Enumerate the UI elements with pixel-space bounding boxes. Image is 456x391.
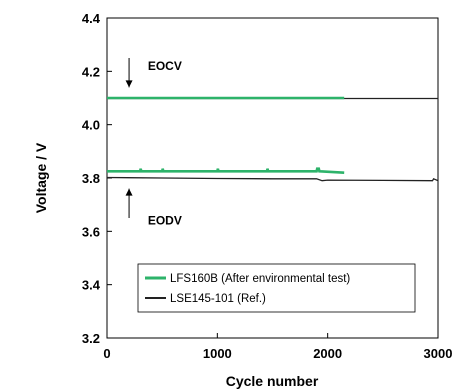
x-tick-label: 1000 xyxy=(203,346,232,361)
y-axis-title: Voltage / V xyxy=(33,142,49,213)
annotation-eocv: EOCV xyxy=(148,59,182,73)
series-line-lse145-1 xyxy=(106,176,439,182)
x-axis-title: Cycle number xyxy=(226,373,319,389)
y-tick-label: 3.4 xyxy=(82,278,101,293)
x-tick-label: 3000 xyxy=(424,346,453,361)
x-tick-label: 0 xyxy=(103,346,110,361)
series-line-lfs160b-1 xyxy=(107,167,345,174)
annotation-arrowhead xyxy=(125,188,133,196)
x-tick-label: 2000 xyxy=(313,346,342,361)
legend: LFS160B (After environmental test) LSE14… xyxy=(137,263,416,313)
legend-box xyxy=(137,263,416,313)
y-tick-label: 3.6 xyxy=(82,224,100,239)
legend-label-lfs160b: LFS160B (After environmental test) xyxy=(170,273,350,285)
y-tick-label: 3.2 xyxy=(82,331,100,346)
y-tick-label: 4.2 xyxy=(82,64,100,79)
annotation-arrowhead xyxy=(125,80,133,88)
y-tick-label: 4.0 xyxy=(82,118,100,133)
annotation-eodv: EODV xyxy=(148,214,182,228)
legend-label-lse145: LSE145-101 (Ref.) xyxy=(170,293,266,305)
y-tick-label: 4.4 xyxy=(82,11,101,26)
y-tick-label: 3.8 xyxy=(82,171,100,186)
